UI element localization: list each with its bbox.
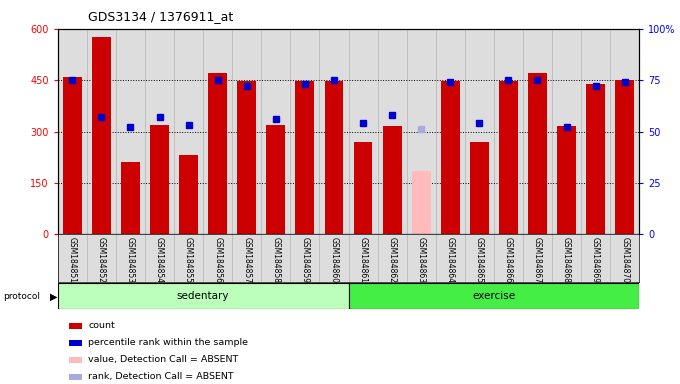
Bar — [295, 81, 314, 234]
Bar — [528, 73, 547, 234]
Bar — [383, 126, 402, 234]
Text: GSM184865: GSM184865 — [475, 237, 483, 283]
Text: GDS3134 / 1376911_at: GDS3134 / 1376911_at — [88, 10, 234, 23]
Text: GSM184858: GSM184858 — [271, 237, 280, 283]
Bar — [150, 125, 169, 234]
Text: GSM184860: GSM184860 — [330, 237, 339, 283]
Bar — [348, 283, 639, 309]
Bar — [470, 142, 489, 234]
Text: GSM184856: GSM184856 — [214, 237, 222, 283]
Text: GSM184853: GSM184853 — [126, 237, 135, 283]
Text: protocol: protocol — [3, 292, 40, 301]
Bar — [69, 340, 82, 346]
Text: GSM184862: GSM184862 — [388, 237, 396, 283]
Bar — [557, 126, 576, 234]
Text: GSM184859: GSM184859 — [301, 237, 309, 283]
Bar — [441, 81, 460, 234]
Text: GSM184868: GSM184868 — [562, 237, 571, 283]
Text: sedentary: sedentary — [177, 291, 229, 301]
Text: GSM184851: GSM184851 — [68, 237, 77, 283]
Text: percentile rank within the sample: percentile rank within the sample — [88, 338, 248, 347]
Bar — [615, 80, 634, 234]
Bar — [69, 357, 82, 362]
Bar — [208, 73, 227, 234]
Text: ▶: ▶ — [50, 291, 57, 301]
Bar — [586, 84, 605, 234]
Bar — [121, 162, 140, 234]
Text: value, Detection Call = ABSENT: value, Detection Call = ABSENT — [88, 355, 238, 364]
Text: exercise: exercise — [473, 291, 515, 301]
Bar — [58, 283, 348, 309]
Text: GSM184863: GSM184863 — [417, 237, 426, 283]
Text: GSM184861: GSM184861 — [358, 237, 367, 283]
Text: GSM184855: GSM184855 — [184, 237, 193, 283]
Bar — [499, 81, 518, 234]
Bar — [92, 37, 111, 234]
Text: GSM184870: GSM184870 — [620, 237, 629, 283]
Text: rank, Detection Call = ABSENT: rank, Detection Call = ABSENT — [88, 372, 234, 381]
Bar — [267, 125, 286, 234]
Text: GSM184854: GSM184854 — [155, 237, 164, 283]
Bar — [324, 81, 343, 234]
Text: GSM184867: GSM184867 — [533, 237, 542, 283]
Text: GSM184866: GSM184866 — [504, 237, 513, 283]
Text: GSM184864: GSM184864 — [446, 237, 455, 283]
Bar — [69, 374, 82, 380]
Bar — [354, 142, 373, 234]
Bar — [63, 77, 82, 234]
Text: GSM184869: GSM184869 — [591, 237, 600, 283]
Bar — [237, 81, 256, 234]
Bar — [411, 171, 430, 234]
Text: count: count — [88, 321, 115, 330]
Bar — [179, 156, 198, 234]
Text: GSM184852: GSM184852 — [97, 237, 106, 283]
Bar — [69, 323, 82, 329]
Text: GSM184857: GSM184857 — [242, 237, 251, 283]
